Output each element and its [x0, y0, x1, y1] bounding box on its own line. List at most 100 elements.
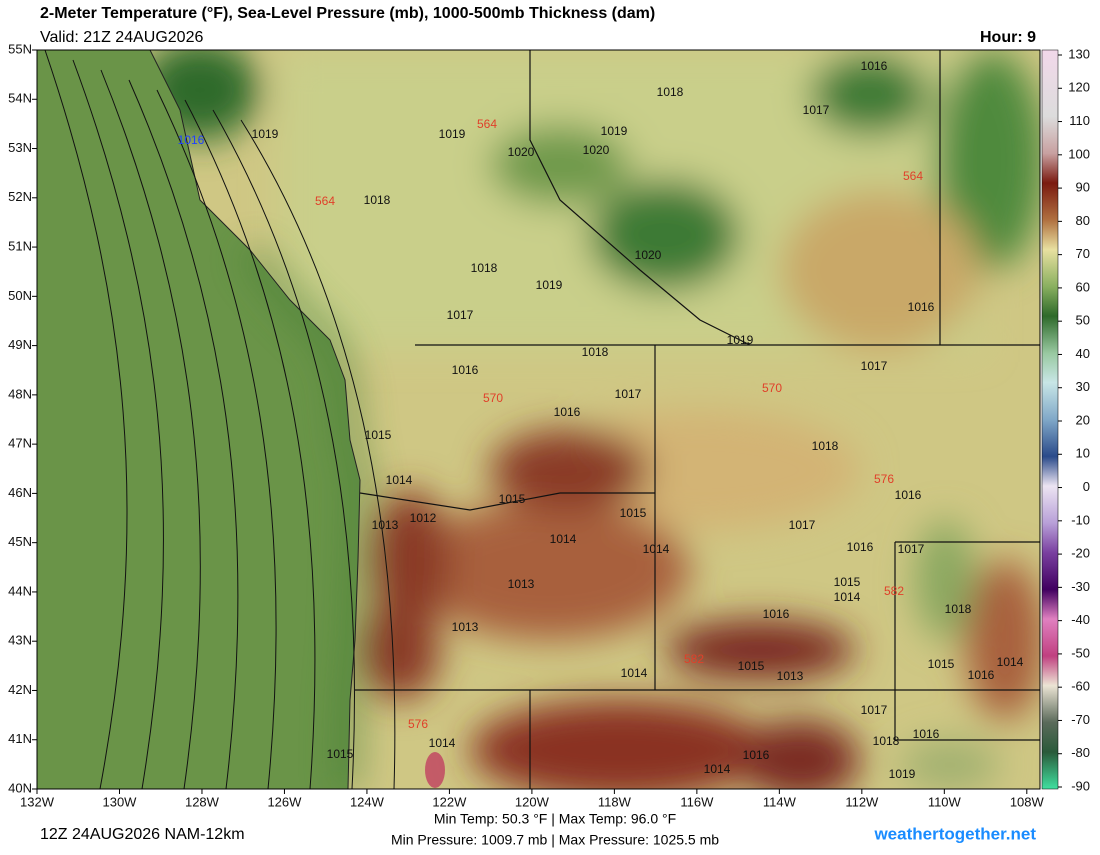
lon-tick-label: 114W	[763, 794, 797, 809]
colorbar-tick-label: -20	[1071, 546, 1090, 561]
isobar-label: 1018	[657, 85, 684, 99]
colorbar-tick-label: 10	[1076, 446, 1090, 461]
isobar-label: 1019	[536, 278, 563, 292]
colorbar-tick-label: -90	[1071, 778, 1090, 793]
lat-tick-label: 49N	[8, 337, 32, 352]
colorbar-tick-label: 60	[1076, 279, 1090, 294]
isobar-label: 1013	[452, 620, 479, 634]
isobar-label: 1013	[777, 669, 804, 683]
colorbar-tick-label: -30	[1071, 579, 1090, 594]
isobar-label: 1015	[327, 747, 354, 761]
isobar-label: 1020	[508, 145, 535, 159]
isobar-label: 1018	[812, 439, 839, 453]
isobar-label: 1017	[789, 518, 816, 532]
pressure-range: Min Pressure: 1009.7 mb | Max Pressure: …	[391, 832, 719, 848]
thickness-label: 582	[684, 652, 704, 666]
lat-tick-label: 42N	[8, 682, 32, 697]
colorbar-tick-label: -60	[1071, 679, 1090, 694]
isobar-label: 1018	[582, 345, 609, 359]
isobar-label: 1016	[554, 405, 581, 419]
lat-tick-label: 51N	[8, 239, 32, 254]
colorbar-tick-label: -80	[1071, 745, 1090, 760]
valid-time: Valid: 21Z 24AUG2026	[40, 29, 203, 46]
colorbar-tick-label: 70	[1076, 246, 1090, 261]
thickness-label: 576	[874, 472, 894, 486]
colorbar-tick-label: 130	[1068, 46, 1090, 61]
thickness-label: 570	[483, 391, 503, 405]
isobar-label: 1015	[928, 657, 955, 671]
isobar-label: 1013	[372, 518, 399, 532]
lon-tick-label: 124W	[350, 794, 385, 809]
isobar-label: 1015	[738, 659, 765, 673]
colorbar-tick-label: 80	[1076, 213, 1090, 228]
isobar-label: 1017	[861, 359, 888, 373]
isobar-label: 1018	[945, 602, 972, 616]
lon-tick-label: 116W	[680, 794, 714, 809]
colorbar-tick-label: -40	[1071, 612, 1090, 627]
lat-tick-label: 44N	[8, 583, 32, 598]
colorbar-tick-label: -50	[1071, 645, 1090, 660]
isobar-label: 1014	[997, 655, 1024, 669]
isobar-label: 1014	[621, 666, 648, 680]
colorbar	[1041, 49, 1059, 790]
thickness-label: 564	[315, 194, 335, 208]
lon-tick-label: 108W	[1010, 794, 1045, 809]
isobar	[44, 50, 128, 789]
thickness-label: 576	[408, 717, 428, 731]
isobar-label: 1014	[550, 532, 577, 546]
isobar	[72, 59, 164, 789]
colorbar-tick-label: 90	[1076, 180, 1090, 195]
model-run: 12Z 24AUG2026 NAM-12km	[40, 826, 245, 843]
lon-tick-label: 126W	[267, 794, 302, 809]
isobar-label: 1014	[429, 736, 456, 750]
lon-tick-label: 120W	[515, 794, 550, 809]
isobar-label: 1015	[365, 428, 392, 442]
isobar-label: 1013	[508, 577, 535, 591]
colorbar-tick-label: 110	[1069, 113, 1090, 128]
isobar-label: 1017	[803, 103, 830, 117]
isobar-label: 1017	[615, 387, 642, 401]
colorbar-tick-label: 50	[1076, 313, 1090, 328]
isobar-label: 1019	[252, 127, 279, 141]
lat-tick-label: 52N	[8, 189, 32, 204]
lat-tick-label: 45N	[8, 534, 32, 549]
lon-tick-label: 112W	[845, 794, 879, 809]
isobar-label: 1020	[635, 248, 662, 262]
colorbar-tick-label: 20	[1076, 412, 1090, 427]
isobar	[100, 69, 201, 789]
thickness-label: 570	[762, 381, 782, 395]
isobar-label: 1016	[861, 59, 888, 73]
isobar-label: 1017	[861, 703, 888, 717]
forecast-hour: Hour: 9	[980, 29, 1036, 46]
thickness-label: 564	[477, 117, 497, 131]
isobar-label: 1014	[704, 762, 731, 776]
isobar-label: 1019	[601, 124, 628, 138]
lat-tick-label: 41N	[8, 731, 32, 746]
lat-tick-label: 50N	[8, 288, 32, 303]
lon-tick-label: 132W	[20, 794, 55, 809]
lat-tick-label: 47N	[8, 436, 32, 451]
isobar-label: 1014	[834, 590, 861, 604]
isobar-label: 1016	[908, 300, 935, 314]
pressure-center-label: 1016	[178, 133, 205, 147]
isobar-label: 1017	[898, 542, 925, 556]
isobar-label: 1017	[447, 308, 474, 322]
colorbar-tick-label: -70	[1071, 712, 1090, 727]
colorbar-tick-label: 40	[1076, 346, 1090, 361]
lon-tick-label: 122W	[432, 794, 467, 809]
isobar-label: 1016	[763, 607, 790, 621]
isobar-label: 1018	[873, 734, 900, 748]
isobar	[156, 89, 277, 789]
isobar-label: 1016	[895, 488, 922, 502]
isobar	[184, 99, 316, 789]
isobar	[128, 79, 239, 789]
lat-tick-label: 46N	[8, 485, 32, 500]
isobar-label: 1012	[410, 511, 437, 525]
lon-tick-label: 110W	[928, 794, 962, 809]
isobar-label: 1019	[439, 127, 466, 141]
site-credit: weathertogether.net	[873, 824, 1036, 843]
isobar-label: 1019	[889, 767, 916, 781]
isobar-label: 1016	[743, 748, 770, 762]
